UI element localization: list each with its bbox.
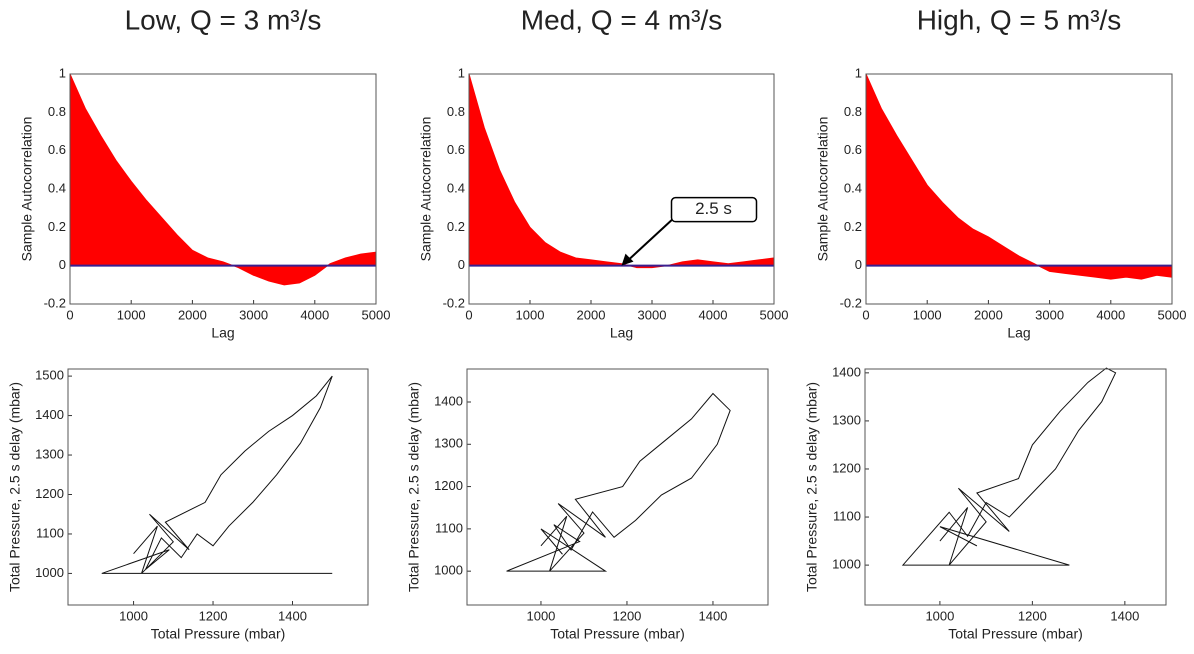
plot-area: [467, 369, 768, 605]
y-tick-label: 0.2: [48, 219, 66, 234]
x-tick-label: 0: [862, 307, 869, 322]
x-tick-label: 1400: [1110, 608, 1139, 623]
x-tick-label: 1200: [1018, 608, 1047, 623]
y-tick-label: 0.4: [447, 180, 465, 195]
y-tick-label: 1100: [833, 508, 861, 523]
y-tick-label: -0.2: [443, 295, 465, 310]
x-tick-label: 1200: [612, 608, 641, 623]
x-tick-label: 2000: [178, 307, 207, 322]
x-tick-label: 1000: [526, 608, 555, 623]
y-axis-label: Total Pressure, 2.5 s delay (mbar): [7, 382, 23, 592]
x-tick-label: 3000: [638, 307, 667, 322]
x-tick-label: 1200: [199, 608, 228, 623]
x-tick-label: 3000: [239, 307, 268, 322]
y-axis-label: Sample Autocorrelation: [19, 117, 35, 262]
x-tick-label: 4000: [1096, 307, 1125, 322]
x-axis-label: Total Pressure (mbar): [948, 626, 1083, 642]
x-tick-label: 2000: [577, 307, 606, 322]
x-tick-label: 0: [66, 307, 73, 322]
arrow-head: [621, 253, 634, 266]
plot-area: [865, 369, 1166, 605]
annotation-arrow: [624, 214, 678, 264]
y-tick-label: 0.2: [844, 219, 862, 234]
x-axis-label: Lag: [211, 325, 234, 341]
axes-frame: [466, 368, 769, 606]
x-tick-label: 0: [465, 307, 472, 322]
y-tick-label: 1: [855, 65, 862, 80]
y-tick-label: 0.6: [48, 142, 66, 157]
x-tick-label: 1000: [119, 608, 148, 623]
annotation-box: [670, 196, 758, 223]
x-tick-label: 5000: [1158, 307, 1187, 322]
y-tick-label: 0.8: [844, 104, 862, 119]
x-tick-label: 1400: [278, 608, 307, 623]
area: [865, 73, 1173, 280]
x-tick-label: 4000: [699, 307, 728, 322]
y-tick-label: 1000: [434, 563, 463, 578]
x-tick-label: 1400: [698, 608, 727, 623]
x-tick-label: 1000: [117, 307, 146, 322]
x-tick-label: 3000: [1035, 307, 1064, 322]
chart-title: High, Q = 5 m³/s: [917, 4, 1122, 35]
y-tick-label: 0.6: [844, 142, 862, 157]
y-tick-label: 0: [855, 257, 862, 272]
y-tick-label: 0.4: [48, 180, 66, 195]
x-axis-label: Total Pressure (mbar): [550, 626, 685, 642]
plot-area: [469, 74, 774, 304]
y-tick-label: 0.6: [447, 142, 465, 157]
y-tick-label: 1100: [435, 520, 463, 535]
y-tick-label: 1400: [434, 393, 463, 408]
y-tick-label: 1300: [434, 436, 463, 451]
axes-frame: [864, 368, 1167, 606]
x-tick-label: 1000: [925, 608, 954, 623]
x-tick-label: 2000: [974, 307, 1003, 322]
y-tick-label: 1200: [434, 478, 463, 493]
y-tick-label: -0.2: [44, 295, 66, 310]
y-tick-label: 0: [458, 257, 465, 272]
axes-frame: [67, 368, 369, 606]
y-tick-label: 1400: [832, 364, 861, 379]
y-axis-label: Total Pressure, 2.5 s delay (mbar): [804, 382, 820, 592]
y-tick-label: 1100: [36, 525, 64, 540]
x-axis-label: Lag: [1007, 325, 1030, 341]
chart-title: Low, Q = 3 m³/s: [125, 4, 322, 35]
y-tick-label: 0.2: [447, 219, 465, 234]
trajectory: [901, 367, 1117, 566]
x-axis-label: Lag: [610, 325, 633, 341]
y-tick-label: 1500: [35, 368, 64, 383]
y-tick-label: 1000: [35, 565, 64, 580]
annotation: 2.5 s: [695, 199, 732, 218]
trajectory: [506, 392, 731, 572]
y-tick-label: 1400: [35, 407, 64, 422]
axes-frame: [69, 73, 377, 305]
y-tick-label: 0: [59, 257, 66, 272]
trajectory: [101, 375, 333, 574]
y-tick-label: 1200: [832, 460, 861, 475]
plot-area: [68, 369, 368, 605]
y-axis-label: Total Pressure, 2.5 s delay (mbar): [406, 382, 422, 592]
y-tick-label: 1300: [35, 446, 64, 461]
x-axis-label: Total Pressure (mbar): [151, 626, 286, 642]
y-axis-label: Sample Autocorrelation: [815, 117, 831, 262]
y-tick-label: 1000: [832, 557, 861, 572]
axes-frame: [865, 73, 1173, 305]
y-tick-label: 1: [59, 65, 66, 80]
y-tick-label: 1300: [832, 412, 861, 427]
axes-frame: [468, 73, 775, 305]
y-tick-label: -0.2: [840, 295, 862, 310]
x-tick-label: 5000: [362, 307, 391, 322]
chart-title: Med, Q = 4 m³/s: [521, 4, 723, 35]
x-tick-label: 1000: [516, 307, 545, 322]
y-tick-label: 1: [458, 65, 465, 80]
x-tick-label: 4000: [300, 307, 329, 322]
y-tick-label: 1200: [35, 486, 64, 501]
y-tick-label: 0.4: [844, 180, 862, 195]
y-tick-label: 0.8: [447, 104, 465, 119]
x-tick-label: 1000: [913, 307, 942, 322]
y-tick-label: 0.8: [48, 104, 66, 119]
y-axis-label: Sample Autocorrelation: [418, 117, 434, 262]
x-tick-label: 5000: [760, 307, 789, 322]
